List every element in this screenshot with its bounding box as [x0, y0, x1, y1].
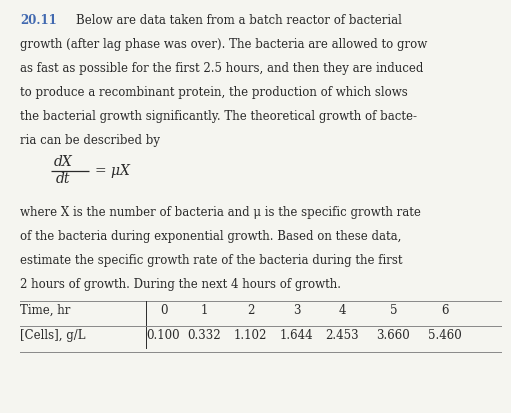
- Text: 3.660: 3.660: [377, 329, 410, 342]
- Text: 5: 5: [390, 304, 397, 316]
- Text: 1.644: 1.644: [280, 329, 313, 342]
- Text: 5.460: 5.460: [428, 329, 461, 342]
- Text: 3: 3: [293, 304, 300, 316]
- Text: 2 hours of growth. During the next 4 hours of growth.: 2 hours of growth. During the next 4 hou…: [20, 278, 341, 291]
- Text: 2: 2: [247, 304, 254, 316]
- Text: 0: 0: [160, 304, 167, 316]
- Text: [Cells], g/L: [Cells], g/L: [20, 329, 86, 342]
- Text: where X is the number of bacteria and μ is the specific growth rate: where X is the number of bacteria and μ …: [20, 206, 421, 219]
- Text: estimate the specific growth rate of the bacteria during the first: estimate the specific growth rate of the…: [20, 254, 403, 267]
- Text: to produce a recombinant protein, the production of which slows: to produce a recombinant protein, the pr…: [20, 86, 408, 99]
- Text: 0.332: 0.332: [188, 329, 221, 342]
- Text: the bacterial growth significantly. The theoretical growth of bacte-: the bacterial growth significantly. The …: [20, 110, 417, 123]
- Text: 4: 4: [339, 304, 346, 316]
- Text: dX: dX: [54, 155, 73, 169]
- Text: ria can be described by: ria can be described by: [20, 134, 160, 147]
- Text: Time, hr: Time, hr: [20, 304, 71, 316]
- Text: growth (after lag phase was over). The bacteria are allowed to grow: growth (after lag phase was over). The b…: [20, 38, 428, 51]
- Text: dt: dt: [56, 172, 71, 186]
- Text: 0.100: 0.100: [147, 329, 180, 342]
- Text: 6: 6: [441, 304, 448, 316]
- Text: Below are data taken from a batch reactor of bacterial: Below are data taken from a batch reacto…: [76, 14, 402, 27]
- Text: 2.453: 2.453: [326, 329, 359, 342]
- Text: as fast as possible for the first 2.5 hours, and then they are induced: as fast as possible for the first 2.5 ho…: [20, 62, 424, 75]
- Text: = μX: = μX: [95, 164, 129, 178]
- Text: of the bacteria during exponential growth. Based on these data,: of the bacteria during exponential growt…: [20, 230, 402, 243]
- Text: 1.102: 1.102: [234, 329, 267, 342]
- Text: 20.11: 20.11: [20, 14, 57, 27]
- Text: 1: 1: [201, 304, 208, 316]
